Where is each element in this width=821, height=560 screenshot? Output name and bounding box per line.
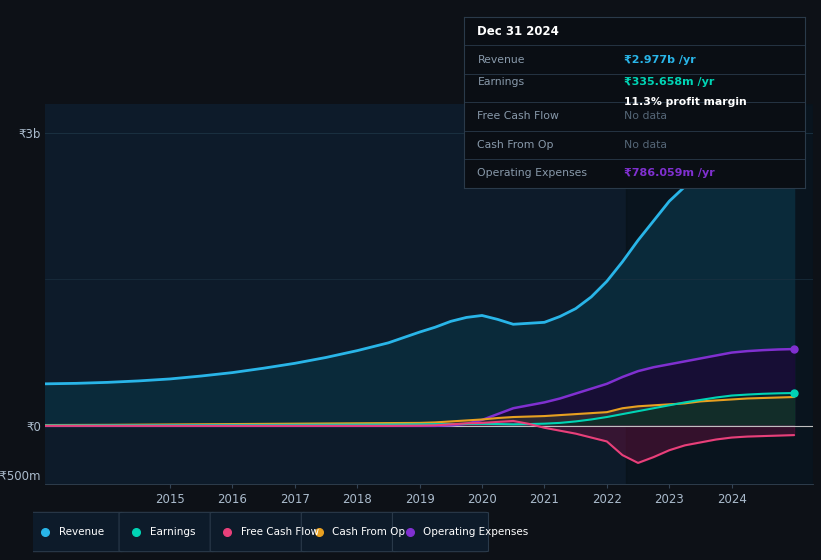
Text: Earnings: Earnings bbox=[478, 77, 525, 87]
FancyBboxPatch shape bbox=[210, 512, 306, 552]
Text: Free Cash Flow: Free Cash Flow bbox=[241, 527, 319, 537]
Text: Dec 31 2024: Dec 31 2024 bbox=[478, 25, 559, 38]
Text: No data: No data bbox=[624, 111, 667, 122]
Text: Cash From Op: Cash From Op bbox=[333, 527, 406, 537]
Text: 11.3% profit margin: 11.3% profit margin bbox=[624, 97, 747, 107]
Text: Free Cash Flow: Free Cash Flow bbox=[478, 111, 559, 122]
FancyBboxPatch shape bbox=[28, 512, 124, 552]
FancyBboxPatch shape bbox=[119, 512, 215, 552]
Text: Earnings: Earnings bbox=[150, 527, 195, 537]
FancyBboxPatch shape bbox=[392, 512, 488, 552]
Text: Operating Expenses: Operating Expenses bbox=[424, 527, 529, 537]
Text: Cash From Op: Cash From Op bbox=[478, 140, 554, 150]
FancyBboxPatch shape bbox=[301, 512, 397, 552]
Text: ₹786.059m /yr: ₹786.059m /yr bbox=[624, 169, 715, 179]
Text: Revenue: Revenue bbox=[478, 54, 525, 64]
Text: No data: No data bbox=[624, 140, 667, 150]
Bar bbox=[626, 104, 813, 484]
Text: ₹2.977b /yr: ₹2.977b /yr bbox=[624, 54, 695, 64]
Text: Revenue: Revenue bbox=[59, 527, 104, 537]
Text: ₹335.658m /yr: ₹335.658m /yr bbox=[624, 77, 714, 87]
Text: Operating Expenses: Operating Expenses bbox=[478, 169, 588, 179]
